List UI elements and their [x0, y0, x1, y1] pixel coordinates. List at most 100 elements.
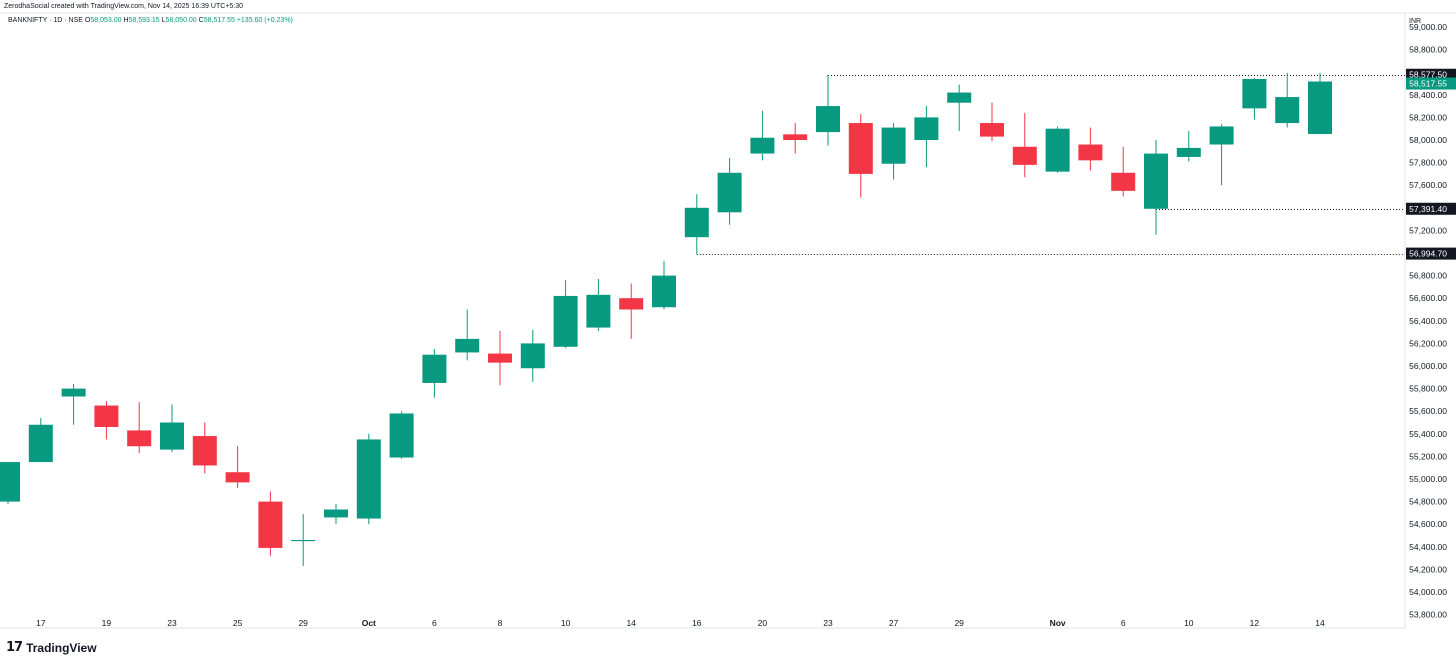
candle-body — [389, 413, 414, 458]
candle-body — [1308, 81, 1332, 135]
candle[interactable] — [422, 349, 447, 398]
candle[interactable] — [28, 417, 53, 463]
candle[interactable] — [848, 114, 873, 198]
candle-body — [947, 92, 972, 103]
candle[interactable] — [488, 330, 512, 386]
candle[interactable] — [455, 309, 480, 361]
candle-body — [1012, 146, 1037, 165]
y-tick-label: 54,000.00 — [1409, 587, 1447, 597]
x-tick-label: 29 — [298, 618, 308, 628]
candle[interactable] — [520, 329, 545, 382]
candle[interactable] — [127, 402, 152, 454]
candle[interactable] — [94, 401, 119, 440]
candle[interactable] — [225, 446, 250, 489]
y-tick-label: 58,000.00 — [1409, 135, 1447, 145]
y-tick-label: 53,800.00 — [1409, 610, 1447, 620]
candle[interactable] — [684, 194, 709, 255]
candle[interactable] — [619, 283, 644, 339]
tradingview-logo-icon: 17 — [6, 640, 23, 655]
last-price-label-bg — [1406, 77, 1456, 90]
y-tick-label: 58,400.00 — [1409, 90, 1447, 100]
candle-body — [488, 353, 512, 363]
candle[interactable] — [947, 84, 972, 131]
candle-body — [455, 338, 480, 353]
candle[interactable] — [553, 280, 578, 348]
x-tick-label: 6 — [1121, 618, 1126, 628]
candle[interactable] — [914, 106, 939, 168]
candle[interactable] — [291, 514, 316, 567]
candle-body — [291, 540, 316, 542]
candle[interactable] — [0, 462, 20, 504]
y-tick-label: 58,200.00 — [1409, 112, 1447, 122]
y-tick-label: 55,200.00 — [1409, 451, 1447, 461]
candle[interactable] — [1144, 140, 1168, 235]
candle[interactable] — [160, 404, 184, 452]
y-tick-label: 56,200.00 — [1409, 338, 1447, 348]
y-tick-label: 54,600.00 — [1409, 519, 1447, 529]
candle[interactable] — [1111, 146, 1136, 197]
legend-open-label: O — [84, 17, 91, 24]
legend-low-label: L — [161, 17, 166, 24]
candle[interactable] — [586, 278, 611, 331]
candle[interactable] — [816, 74, 840, 146]
candle[interactable] — [1176, 130, 1201, 162]
y-tick-label: 59,000.00 — [1409, 22, 1447, 32]
x-tick-label: 12 — [1250, 618, 1260, 628]
price-line-label: 58,577.50 — [1409, 70, 1447, 80]
candle[interactable] — [717, 158, 742, 225]
x-tick-label: 10 — [561, 618, 571, 628]
candle[interactable] — [1078, 127, 1103, 171]
candle[interactable] — [1308, 72, 1332, 135]
candle-body — [914, 117, 939, 140]
candle-body — [684, 207, 709, 238]
x-tick-label: 23 — [823, 618, 833, 628]
y-tick-label: 56,800.00 — [1409, 271, 1447, 281]
candle-body — [553, 295, 578, 347]
x-tick-label: 14 — [1315, 618, 1325, 628]
last-price-label: 58,517.55 — [1409, 79, 1447, 89]
currency-label: INR — [1409, 18, 1421, 25]
candle[interactable] — [389, 411, 414, 459]
price-lines — [696, 75, 1405, 255]
time-axis[interactable]: 17 19 23 25 29 Oct 6 8 10 14 16 20 23 27 29 Nov 6 10 12 14 — [36, 618, 1325, 628]
candle-body — [127, 430, 152, 447]
candle-body — [94, 405, 119, 428]
candle[interactable] — [881, 123, 906, 180]
y-tick-label: 58,800.00 — [1409, 45, 1447, 55]
x-tick-label: 29 — [954, 618, 964, 628]
candle-body — [1242, 78, 1267, 109]
candle[interactable] — [1209, 124, 1234, 186]
x-tick-label: 23 — [167, 618, 177, 628]
candle[interactable] — [1012, 112, 1037, 178]
candle[interactable] — [1275, 72, 1300, 128]
legend-symbol: BANKNIFTY · 1D · NSE — [8, 17, 83, 24]
candle[interactable] — [1045, 126, 1070, 173]
candle-body — [750, 137, 775, 154]
candle[interactable] — [356, 433, 381, 525]
candle[interactable] — [61, 384, 86, 425]
y-tick-label: 56,600.00 — [1409, 293, 1447, 303]
candle[interactable] — [258, 491, 283, 556]
candles[interactable] — [0, 72, 1332, 567]
tradingview-logo[interactable]: 17 TradingView — [6, 640, 97, 655]
candle-body — [192, 436, 217, 466]
y-tick-label: 55,400.00 — [1409, 429, 1447, 439]
symbol-legend[interactable]: BANKNIFTY · 1D · NSE O58,053.00 H58,593.… — [8, 17, 293, 24]
candle[interactable] — [652, 260, 676, 310]
legend-change: +135.60 (+0.23%) — [236, 17, 293, 24]
candle[interactable] — [783, 123, 808, 154]
x-tick-label: 20 — [758, 618, 768, 628]
candle[interactable] — [324, 503, 348, 525]
y-tick-label: 54,400.00 — [1409, 542, 1447, 552]
candle-body — [1275, 97, 1300, 124]
y-tick-label: 56,400.00 — [1409, 316, 1447, 326]
y-tick-label: 55,600.00 — [1409, 406, 1447, 416]
candle[interactable] — [750, 110, 775, 161]
legend-open: 58,053.00 — [90, 17, 122, 24]
candle[interactable] — [1242, 77, 1267, 120]
candle[interactable] — [980, 102, 1004, 142]
price-axis[interactable]: INR 53,800.00 54,000.00 54,200.00 54,400.00 5… — [1409, 18, 1447, 620]
y-tick-label: 55,000.00 — [1409, 474, 1447, 484]
candle[interactable] — [192, 422, 217, 474]
